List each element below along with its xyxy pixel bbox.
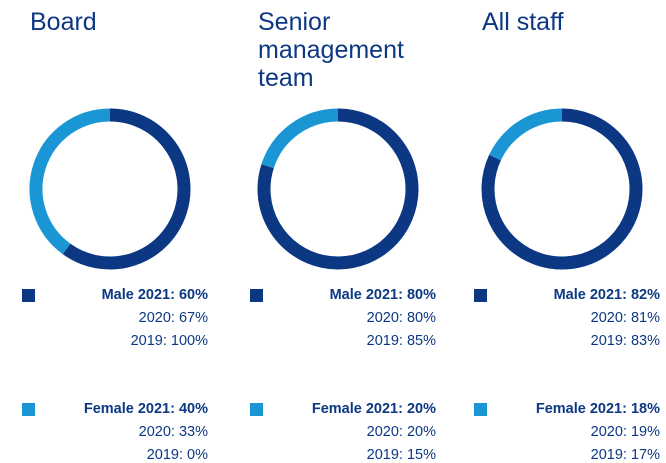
- panel-title: All staff: [482, 8, 564, 36]
- panel-title: Board: [30, 8, 97, 36]
- legend-swatch: [250, 289, 263, 302]
- donut-segment: [489, 108, 563, 161]
- legend-label: Female 2021: 20%: [311, 401, 436, 417]
- legend-label: Male 2021: 60%: [101, 287, 208, 303]
- history-label: 2019: 0%: [146, 447, 208, 463]
- legend-swatch: [474, 289, 487, 302]
- donut-segment: [257, 108, 419, 270]
- donut: [29, 108, 191, 270]
- legend-label: Male 2021: 80%: [329, 287, 436, 303]
- legend-label: Male 2021: 82%: [553, 287, 660, 303]
- legend-swatch: [22, 403, 35, 416]
- history-label: 2019: 83%: [590, 333, 660, 349]
- history-label: 2020: 19%: [590, 424, 660, 440]
- history-label: 2020: 33%: [138, 424, 208, 440]
- history-label: 2019: 15%: [366, 447, 436, 463]
- history-label: 2019: 85%: [366, 333, 436, 349]
- donut-segment: [481, 108, 643, 270]
- legend-swatch: [250, 403, 263, 416]
- donut-segment: [29, 108, 111, 255]
- legend-swatch: [22, 289, 35, 302]
- donut-segment: [261, 108, 339, 169]
- legend-swatch: [474, 403, 487, 416]
- history-label: 2019: 17%: [590, 447, 660, 463]
- donut-segment: [62, 108, 191, 270]
- donut: [481, 108, 643, 270]
- donut: [257, 108, 419, 270]
- history-label: 2019: 100%: [130, 333, 208, 349]
- history-label: 2020: 80%: [366, 310, 436, 326]
- history-label: 2020: 67%: [138, 310, 208, 326]
- history-label: 2020: 81%: [590, 310, 660, 326]
- legend-label: Female 2021: 18%: [535, 401, 660, 417]
- legend-label: Female 2021: 40%: [83, 401, 208, 417]
- history-label: 2020: 20%: [366, 424, 436, 440]
- panel-title: Senior management team: [258, 8, 404, 92]
